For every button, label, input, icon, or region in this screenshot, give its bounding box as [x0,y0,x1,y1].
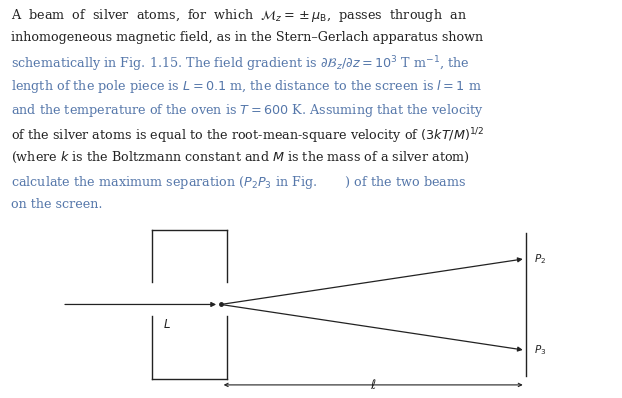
Text: $L$: $L$ [163,318,171,331]
Text: (where $k$ is the Boltzmann constant and $M$ is the mass of a silver atom): (where $k$ is the Boltzmann constant and… [11,150,470,165]
Text: $\ell$: $\ell$ [370,378,376,392]
Text: $P_2$: $P_2$ [534,252,545,265]
Text: and the temperature of the oven is $T = 600$ K. Assuming that the velocity: and the temperature of the oven is $T = … [11,102,483,119]
Text: length of the pole piece is $L = 0.1$ m, the distance to the screen is $l = 1$ m: length of the pole piece is $L = 0.1$ m,… [11,78,481,96]
Text: on the screen.: on the screen. [11,198,102,211]
Text: schematically in Fig. 1.15. The field gradient is $\partial\mathcal{B}_z/\partia: schematically in Fig. 1.15. The field gr… [11,55,469,74]
Text: calculate the maximum separation ($P_2P_3$ in Fig.       ) of the two beams: calculate the maximum separation ($P_2P_… [11,174,466,191]
Text: A  beam  of  silver  atoms,  for  which  $\mathit{\mathcal{M}}_z = \pm\mu_{\rm B: A beam of silver atoms, for which $\math… [11,7,466,24]
Text: of the silver atoms is equal to the root-mean-square velocity of $(3kT/M)^{1/2}$: of the silver atoms is equal to the root… [11,126,484,146]
Text: $P_3$: $P_3$ [534,343,546,357]
Text: inhomogeneous magnetic field, as in the Stern–Gerlach apparatus shown: inhomogeneous magnetic field, as in the … [11,31,483,44]
